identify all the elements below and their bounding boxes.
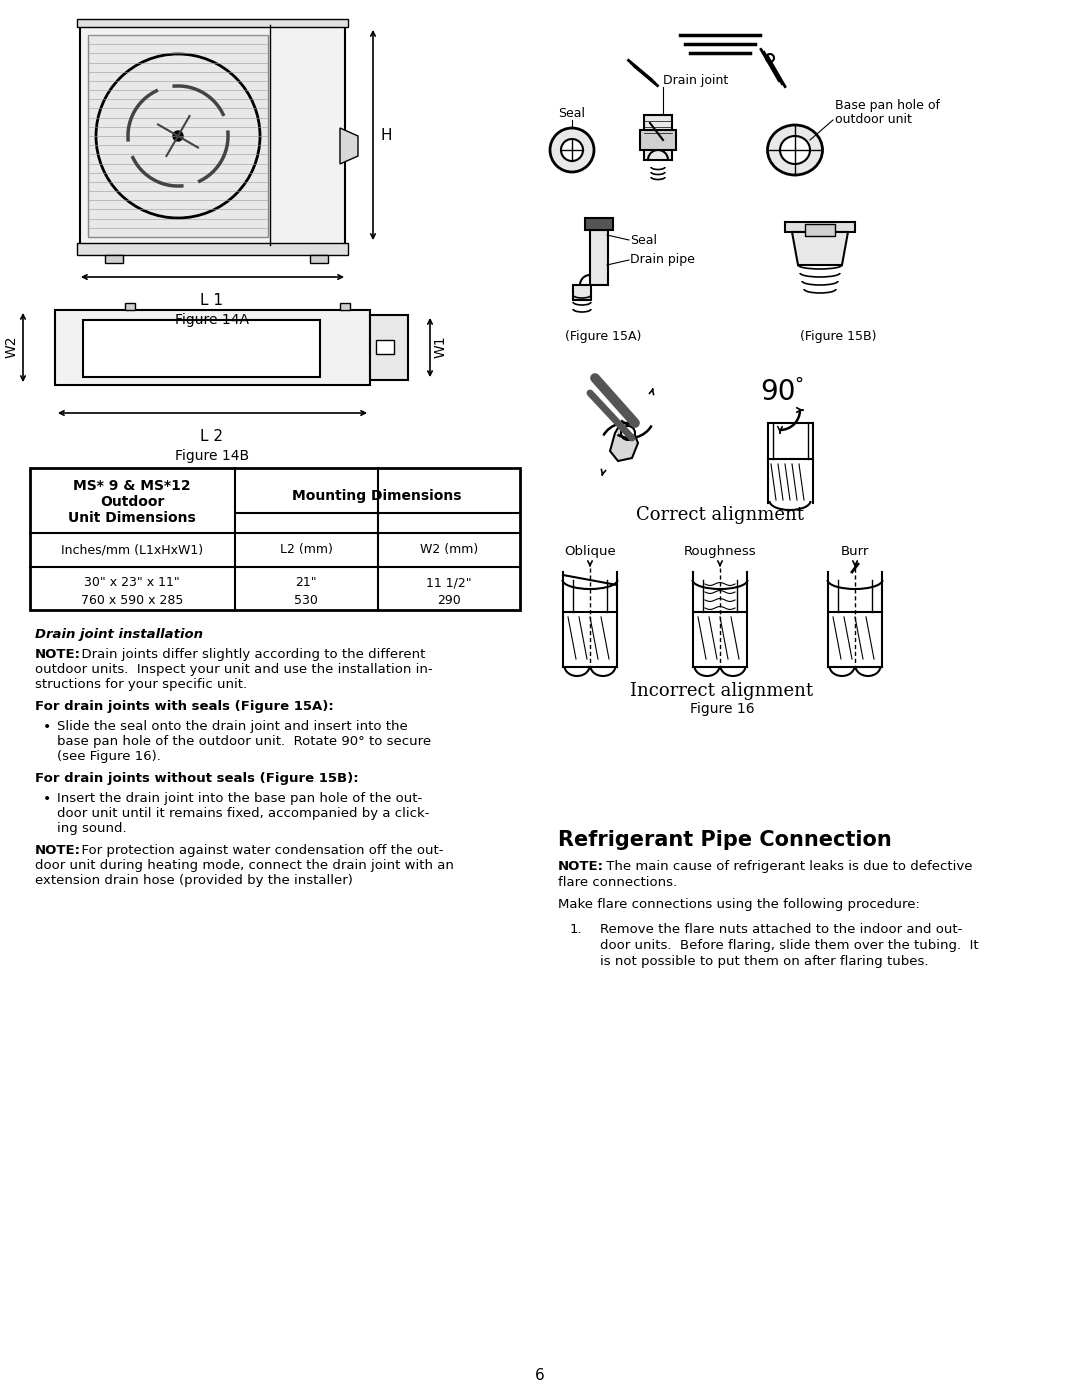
Text: 1.: 1.: [570, 923, 582, 936]
Bar: [640, 130, 676, 149]
Text: °: °: [794, 376, 804, 394]
Bar: [805, 224, 835, 236]
Text: L 1: L 1: [201, 293, 224, 307]
Text: door units.  Before flaring, slide them over the tubing.  It: door units. Before flaring, slide them o…: [600, 939, 978, 951]
Text: Outdoor: Outdoor: [99, 495, 164, 509]
Bar: [573, 285, 591, 300]
Text: •: •: [43, 792, 51, 806]
Text: door unit during heating mode, connect the drain joint with an: door unit during heating mode, connect t…: [35, 859, 454, 872]
Text: 290: 290: [437, 595, 461, 608]
Ellipse shape: [780, 136, 810, 163]
Bar: [340, 303, 350, 310]
Text: Remove the flare nuts attached to the indoor and out-: Remove the flare nuts attached to the in…: [600, 923, 962, 936]
Text: W1: W1: [434, 335, 448, 358]
Bar: [55, 310, 370, 386]
Text: Incorrect alignment: Incorrect alignment: [631, 682, 813, 700]
Text: is not possible to put them on after flaring tubes.: is not possible to put them on after fla…: [600, 956, 929, 968]
Circle shape: [621, 426, 635, 440]
Text: base pan hole of the outdoor unit.  Rotate 90° to secure: base pan hole of the outdoor unit. Rotat…: [57, 735, 431, 747]
Text: 11 1/2": 11 1/2": [427, 577, 472, 590]
Bar: [30, 468, 519, 610]
Ellipse shape: [768, 124, 823, 175]
Text: door unit until it remains fixed, accompanied by a click-: door unit until it remains fixed, accomp…: [57, 807, 430, 820]
Text: outdoor units.  Inspect your unit and use the installation in-: outdoor units. Inspect your unit and use…: [35, 664, 433, 676]
Circle shape: [173, 131, 183, 141]
Text: 6: 6: [535, 1368, 545, 1383]
Text: Figure 16: Figure 16: [690, 703, 754, 717]
Circle shape: [561, 138, 583, 161]
Bar: [80, 25, 345, 244]
Text: NOTE:: NOTE:: [35, 844, 81, 856]
Text: W2 (mm): W2 (mm): [420, 543, 478, 556]
Text: W2: W2: [5, 335, 19, 358]
Text: extension drain hose (provided by the installer): extension drain hose (provided by the in…: [35, 875, 353, 887]
Text: Base pan hole of: Base pan hole of: [835, 99, 940, 112]
Text: (Figure 15B): (Figure 15B): [800, 330, 877, 344]
Text: Drain pipe: Drain pipe: [630, 253, 694, 267]
Text: structions for your specific unit.: structions for your specific unit.: [35, 678, 247, 692]
Text: (Figure 15A): (Figure 15A): [565, 330, 642, 344]
Text: L2 (mm): L2 (mm): [280, 543, 333, 556]
Text: For drain joints with seals (Figure 15A):: For drain joints with seals (Figure 15A)…: [35, 700, 334, 712]
Text: Figure 14B: Figure 14B: [175, 448, 249, 462]
Bar: [590, 231, 608, 285]
Text: 760 x 590 x 285: 760 x 590 x 285: [81, 595, 184, 608]
Bar: [77, 20, 348, 27]
Bar: [370, 314, 408, 380]
Polygon shape: [610, 420, 638, 461]
Text: Figure 14A: Figure 14A: [175, 313, 249, 327]
Text: L 2: L 2: [201, 429, 224, 444]
Text: MS* 9 & MS*12: MS* 9 & MS*12: [73, 479, 191, 493]
Text: 21": 21": [295, 577, 316, 590]
Text: Drain joint: Drain joint: [663, 74, 728, 87]
Circle shape: [550, 129, 594, 172]
Bar: [310, 256, 328, 263]
Text: Drain joint installation: Drain joint installation: [35, 629, 203, 641]
Text: •: •: [43, 719, 51, 733]
Text: 30" x 23" x 11": 30" x 23" x 11": [84, 577, 180, 590]
Text: NOTE:: NOTE:: [35, 648, 81, 661]
Bar: [376, 339, 394, 353]
Bar: [785, 222, 855, 232]
Text: Make flare connections using the following procedure:: Make flare connections using the followi…: [558, 898, 920, 911]
Polygon shape: [340, 129, 357, 163]
Text: Correct alignment: Correct alignment: [636, 506, 804, 524]
Text: Refrigerant Pipe Connection: Refrigerant Pipe Connection: [558, 830, 892, 849]
Text: Unit Dimensions: Unit Dimensions: [68, 511, 195, 525]
Bar: [87, 35, 268, 237]
Bar: [77, 243, 348, 256]
Text: Inches/mm (L1xHxW1): Inches/mm (L1xHxW1): [60, 543, 203, 556]
Text: outdoor unit: outdoor unit: [835, 113, 912, 126]
Text: For drain joints without seals (Figure 15B):: For drain joints without seals (Figure 1…: [35, 773, 359, 785]
Text: Oblique: Oblique: [564, 545, 616, 557]
Text: The main cause of refrigerant leaks is due to defective: The main cause of refrigerant leaks is d…: [602, 861, 972, 873]
Bar: [644, 115, 672, 161]
Text: Burr: Burr: [841, 545, 869, 557]
Text: Roughness: Roughness: [684, 545, 756, 557]
Text: 530: 530: [294, 595, 318, 608]
Text: Seal: Seal: [558, 108, 585, 120]
Text: For protection against water condensation off the out-: For protection against water condensatio…: [73, 844, 444, 856]
Text: H: H: [380, 127, 391, 142]
Text: flare connections.: flare connections.: [558, 876, 677, 888]
Text: Slide the seal onto the drain joint and insert into the: Slide the seal onto the drain joint and …: [57, 719, 408, 733]
Bar: [83, 320, 320, 377]
Text: ing sound.: ing sound.: [57, 821, 126, 835]
Text: 90: 90: [760, 379, 796, 407]
Bar: [585, 218, 613, 231]
Text: NOTE:: NOTE:: [558, 861, 604, 873]
Text: Insert the drain joint into the base pan hole of the out-: Insert the drain joint into the base pan…: [57, 792, 422, 805]
Text: Drain joints differ slightly according to the different: Drain joints differ slightly according t…: [73, 648, 426, 661]
Circle shape: [766, 54, 774, 61]
Text: Mounting Dimensions: Mounting Dimensions: [293, 489, 462, 503]
Bar: [105, 256, 123, 263]
Polygon shape: [792, 232, 848, 265]
Bar: [125, 303, 135, 310]
Text: Seal: Seal: [630, 233, 657, 246]
Text: (see Figure 16).: (see Figure 16).: [57, 750, 161, 763]
